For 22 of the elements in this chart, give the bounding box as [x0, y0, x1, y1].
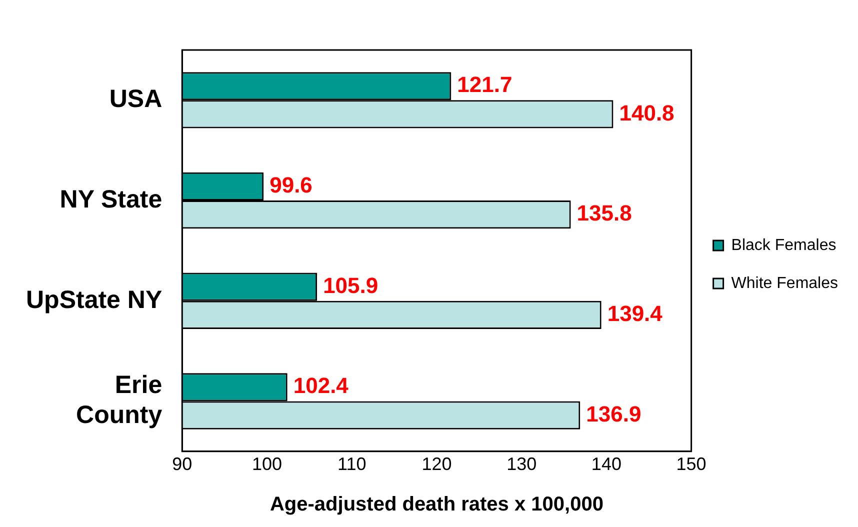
- data-label: 102.4: [293, 373, 350, 398]
- x-tick-label: 100: [252, 454, 282, 474]
- y-tick-label: USA: [109, 85, 162, 114]
- x-tick-label: 120: [422, 454, 452, 474]
- x-tick-label: 140: [591, 454, 622, 474]
- y-tick-label: Erie County: [76, 371, 162, 430]
- x-tick-label: 110: [338, 454, 366, 474]
- data-label: 99.6: [270, 172, 312, 198]
- data-label: 105.9: [323, 272, 378, 298]
- data-label: 121.7: [457, 72, 512, 98]
- legend-label: Black Females: [731, 236, 836, 254]
- legend-label: White Females: [731, 274, 838, 292]
- y-tick-label: NY State: [60, 185, 162, 214]
- data-label: 139.4: [607, 300, 664, 326]
- data-label: 140.8: [619, 100, 674, 126]
- data-label: 135.8: [576, 200, 632, 226]
- data-label: 136.9: [586, 401, 642, 426]
- y-tick-label: UpState NY: [26, 286, 162, 314]
- x-tick-label: 90: [172, 454, 192, 474]
- x-tick-label: 130: [506, 454, 537, 474]
- x-axis-title: Age-adjusted death rates x 100,000: [270, 494, 604, 516]
- x-tick-label: 150: [676, 454, 706, 474]
